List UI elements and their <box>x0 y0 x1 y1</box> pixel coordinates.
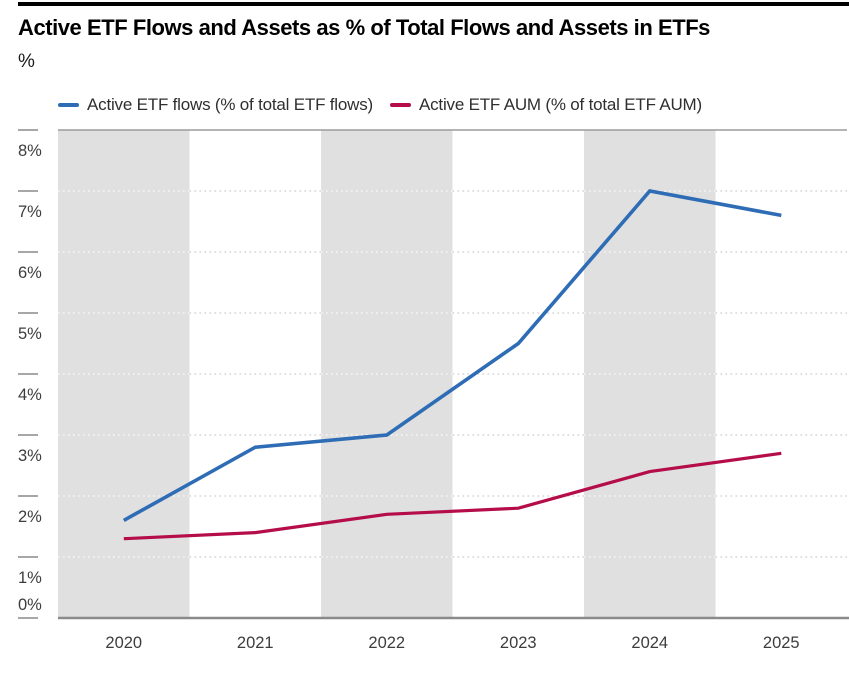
y-axis-unit-label: % <box>18 51 35 72</box>
y-axis-label: 8% <box>18 142 42 160</box>
x-axis-label: 2021 <box>237 634 274 652</box>
x-axis-label: 2022 <box>368 634 405 652</box>
flows-legend-label: Active ETF flows (% of total ETF flows) <box>87 95 373 114</box>
y-axis-label: 7% <box>18 203 42 221</box>
chart-title: Active ETF Flows and Assets as % of Tota… <box>18 15 710 40</box>
flows-legend-dash-icon <box>58 103 79 107</box>
y-axis-label: 2% <box>18 508 42 526</box>
top-accent-bar <box>18 2 849 6</box>
y-axis-label: 1% <box>18 569 42 587</box>
x-axis-label: 2025 <box>763 634 800 652</box>
aum-legend-dash-icon <box>389 103 411 107</box>
y-axis-label: 0% <box>18 596 42 614</box>
flows-line <box>122 189 782 522</box>
y-axis-label: 3% <box>18 447 42 465</box>
aum-line <box>123 451 782 541</box>
legend-item-aum: Active ETF AUM (% of total ETF AUM) <box>389 95 702 115</box>
legend-item-flows: Active ETF flows (% of total ETF flows) <box>58 95 373 115</box>
y-axis-label: 4% <box>18 386 42 404</box>
y-axis-label: 5% <box>18 325 42 343</box>
chart-legend: Active ETF flows (% of total ETF flows) … <box>58 95 702 115</box>
x-axis-label: 2020 <box>105 634 142 652</box>
aum-legend-label: Active ETF AUM (% of total ETF AUM) <box>418 95 702 114</box>
x-axis-label: 2023 <box>500 634 537 652</box>
y-axis-label: 6% <box>18 264 42 282</box>
x-axis-label: 2024 <box>631 634 668 652</box>
